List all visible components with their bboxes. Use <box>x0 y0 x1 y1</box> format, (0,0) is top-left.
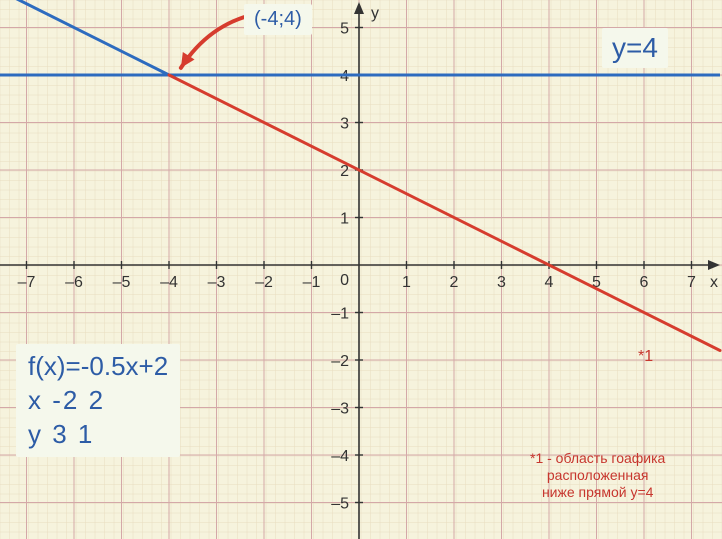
svg-text:–1: –1 <box>303 274 321 291</box>
svg-text:4: 4 <box>545 274 554 291</box>
svg-text:6: 6 <box>640 274 649 291</box>
svg-text:7: 7 <box>687 274 696 291</box>
svg-text:3: 3 <box>340 116 349 133</box>
svg-text:–2: –2 <box>255 274 273 291</box>
svg-text:5: 5 <box>340 21 349 38</box>
footnote-text: *1 - область гоафика расположенная ниже … <box>530 450 665 500</box>
svg-text:2: 2 <box>450 274 459 291</box>
svg-text:1: 1 <box>340 211 349 228</box>
svg-text:–5: –5 <box>331 496 349 513</box>
svg-text:–7: –7 <box>18 274 36 291</box>
svg-text:3: 3 <box>497 274 506 291</box>
svg-text:y: y <box>371 5 379 22</box>
svg-text:–5: –5 <box>113 274 131 291</box>
formula-fx: f(x)=-0.5x+2 <box>28 350 168 384</box>
svg-text:–6: –6 <box>65 274 83 291</box>
svg-text:–1: –1 <box>331 306 349 323</box>
svg-text:–2: –2 <box>331 353 349 370</box>
svg-text:x: x <box>710 274 718 291</box>
svg-text:0: 0 <box>340 272 349 289</box>
svg-text:–4: –4 <box>331 448 349 465</box>
svg-text:–3: –3 <box>331 401 349 418</box>
formula-y-row: y 3 1 <box>28 418 168 452</box>
svg-text:–3: –3 <box>208 274 226 291</box>
function-formula-box: f(x)=-0.5x+2 x -2 2 y 3 1 <box>16 344 180 457</box>
intersection-point-label: (-4;4) <box>244 4 312 35</box>
horizontal-line-equation: y=4 <box>602 28 668 68</box>
formula-x-row: x -2 2 <box>28 384 168 418</box>
region-marker: *1 <box>638 348 653 366</box>
svg-text:1: 1 <box>402 274 411 291</box>
svg-text:–4: –4 <box>160 274 178 291</box>
